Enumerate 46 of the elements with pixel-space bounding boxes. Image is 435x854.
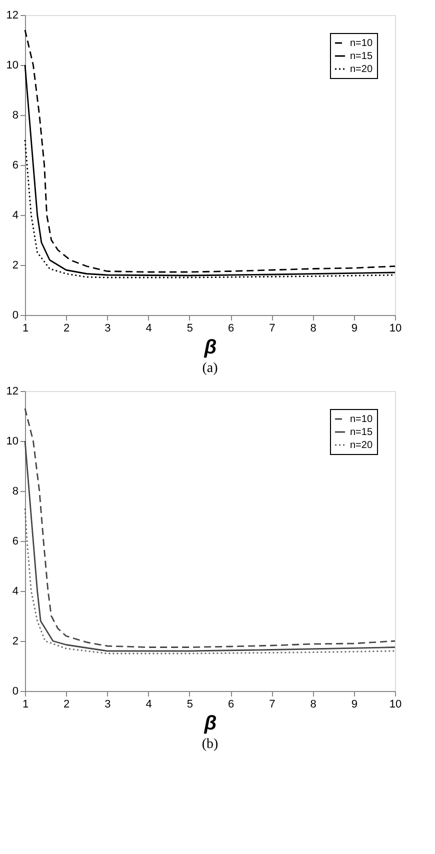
text: (a) [202, 361, 218, 376]
legend-label: n=15 [350, 427, 373, 438]
x-axis-title: β [203, 712, 217, 734]
line-series [24, 29, 396, 273]
x-tick-label: 10 [389, 322, 402, 334]
legend-label: n=15 [350, 51, 373, 62]
legend-label: n=10 [350, 414, 373, 425]
y-tick-label: 0 [12, 686, 18, 698]
x-tick-label: 7 [269, 698, 276, 710]
x-tick-label: 4 [146, 698, 152, 710]
y-tick-label: 4 [12, 586, 18, 598]
y-tick-label: 12 [6, 10, 18, 22]
legend-label: n=20 [350, 64, 373, 75]
x-tick-label: 5 [186, 322, 194, 334]
x-tick-label: 5 [186, 698, 194, 710]
x-tick-label: 3 [104, 698, 111, 710]
x-tick-label: 8 [310, 322, 316, 334]
x-tick-label: 7 [269, 322, 276, 334]
x-tick-label: 1 [22, 322, 29, 334]
x-tick-label: 10 [389, 698, 402, 710]
x-tick-label: 4 [146, 322, 152, 334]
y-tick-label: 8 [12, 110, 18, 122]
legend-label: n=10 [350, 38, 373, 49]
x-tick-label: 9 [351, 322, 358, 334]
x-tick-label: 6 [228, 322, 234, 334]
legend-label: n=20 [350, 440, 373, 451]
y-tick-label: 0 [12, 310, 18, 322]
x-axis-title: β [203, 336, 217, 358]
y-tick-label: 8 [12, 486, 18, 498]
y-tick-label: 2 [12, 260, 18, 272]
text: (b) [202, 737, 218, 752]
x-tick-label: 9 [351, 698, 358, 710]
x-tick-label: 3 [104, 322, 111, 334]
y-tick-label: 12 [6, 386, 18, 398]
y-tick-label: 10 [6, 60, 18, 72]
x-tick-label: 8 [310, 698, 316, 710]
line-series [24, 508, 396, 654]
y-tick-label: 6 [12, 160, 18, 172]
y-tick-label: 6 [12, 536, 18, 548]
x-tick-label: 2 [64, 322, 70, 334]
x-tick-label: 6 [228, 698, 234, 710]
y-tick-label: 4 [12, 210, 18, 222]
x-tick-label: 1 [22, 698, 29, 710]
x-tick-label: 2 [64, 698, 70, 710]
y-tick-label: 10 [6, 436, 18, 448]
y-tick-label: 2 [12, 636, 18, 648]
